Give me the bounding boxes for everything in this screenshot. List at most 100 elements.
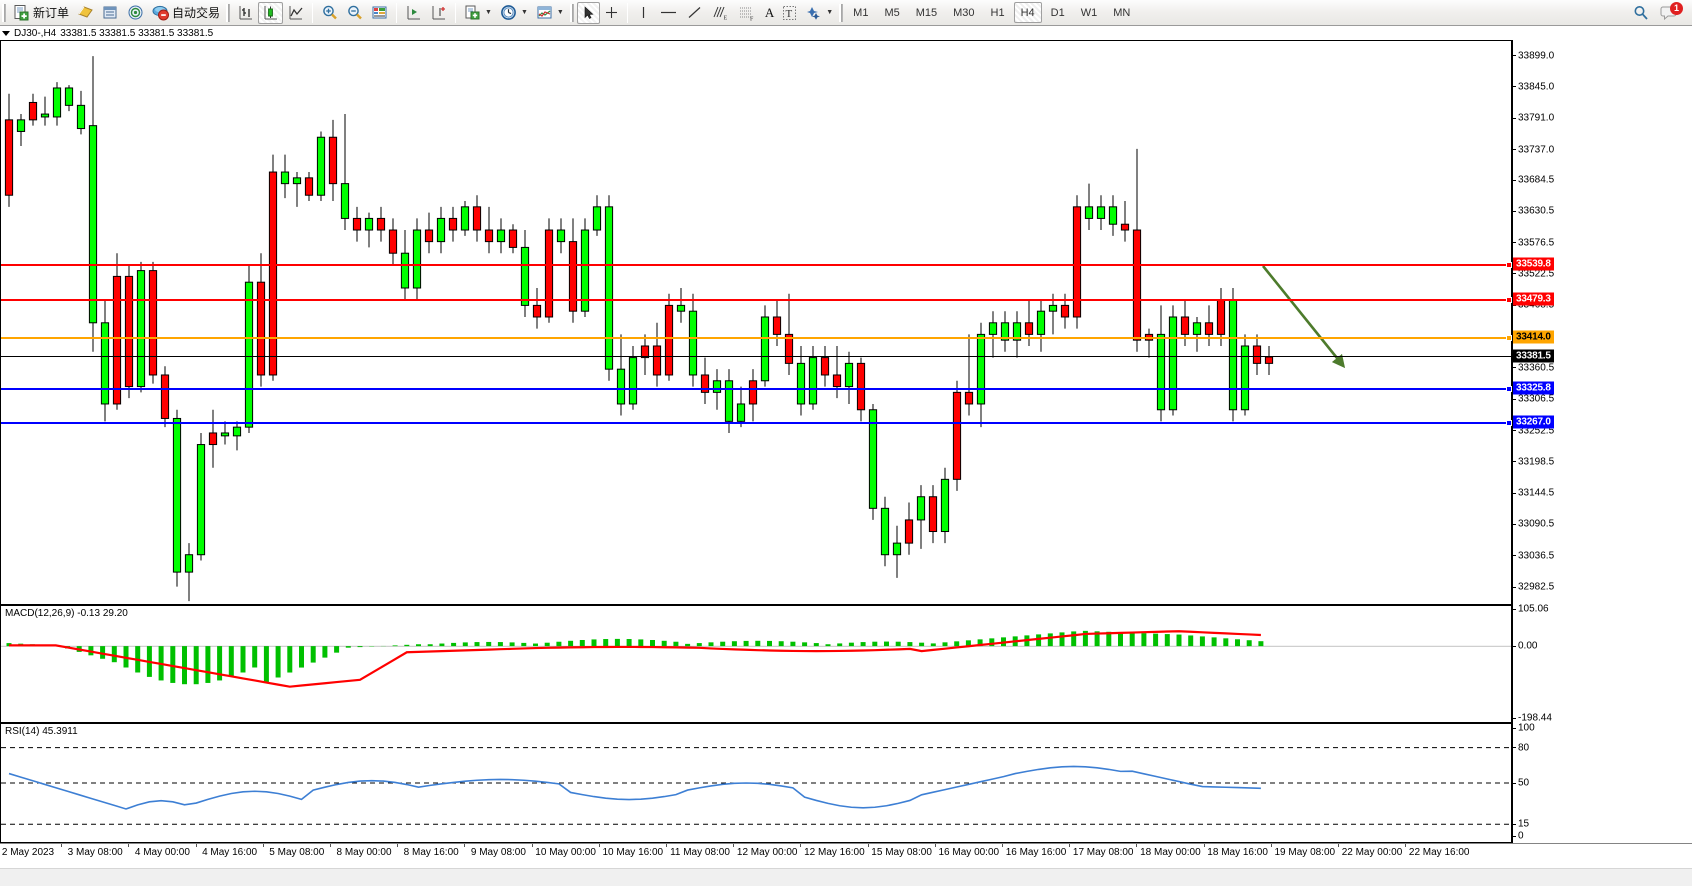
time-tick (330, 844, 331, 847)
price-axis[interactable]: 33899.0 33845.0 33791.0 33737.0 33684.5 33630… (1512, 40, 1692, 843)
time-tick (1270, 844, 1272, 847)
rsi-pane[interactable]: RSI(14) 45.3911 (0, 723, 1512, 843)
toolbar-grip[interactable] (2, 3, 6, 22)
pivot-line[interactable] (1, 334, 1512, 341)
timeframe-h4[interactable]: H4 (1013, 2, 1042, 23)
timeframe-d1[interactable]: D1 (1050, 6, 1065, 19)
chart-window: DJ30-,H4 33381.5 33381.5 33381.5 33381.5… (0, 26, 1692, 886)
time-tick (128, 844, 130, 847)
time-label: 10 May 16:00 (602, 847, 664, 858)
chart-shift-button[interactable] (401, 2, 426, 24)
chart-grid-button[interactable] (367, 2, 392, 24)
chart-autoscroll-button[interactable] (426, 2, 451, 24)
navigator-icon (127, 4, 144, 21)
macd-tick: -198.44 (1512, 713, 1552, 724)
current-price-line[interactable] (1, 355, 1511, 357)
time-label: 19 May 08:00 (1274, 847, 1336, 858)
time-label: 12 May 16:00 (804, 847, 865, 858)
horizontal-scrollbar[interactable] (0, 868, 1692, 886)
trendline-button[interactable] (682, 2, 707, 24)
navigator-button[interactable] (123, 2, 148, 24)
resistance-2-label[interactable]: 33479.3 (1513, 292, 1554, 306)
resistance-1-label[interactable]: 33539.8 (1513, 257, 1554, 271)
price-pane[interactable] (0, 40, 1512, 605)
rsi-tick: 15 (1512, 819, 1529, 830)
svg-text:F: F (750, 16, 754, 21)
shapes-icon (805, 5, 822, 21)
indicators-button[interactable]: ▼ (532, 2, 568, 24)
symbol-period-label: DJ30-,H4 (14, 28, 57, 39)
crosshair-button[interactable] (600, 2, 623, 24)
price-tick: 33252.5 (1512, 425, 1554, 436)
ohlc-values: 33381.5 33381.5 33381.5 33381.5 (60, 28, 214, 39)
timeframe-mn[interactable]: MN (1113, 6, 1131, 19)
timeframe-w1[interactable]: W1 (1080, 6, 1098, 19)
resistance-1-line[interactable] (1, 261, 1512, 268)
time-tick (598, 844, 600, 847)
timeframe-m1[interactable]: M1 (853, 6, 869, 19)
zoom-in-button[interactable] (317, 2, 342, 24)
pivot-label[interactable]: 33414.0 (1513, 330, 1554, 344)
toolbar-grip-3[interactable] (569, 3, 574, 22)
time-label: 2 May 2023 (1, 847, 55, 858)
rsi-tick: 100 (1512, 723, 1535, 734)
timeframe-m15[interactable]: M15 (915, 6, 938, 19)
timeframe-m30[interactable]: M30 (953, 6, 975, 19)
support-1-line[interactable] (1, 386, 1512, 392)
text-button[interactable]: A (761, 2, 778, 24)
data-window-button[interactable] (98, 2, 123, 24)
time-label: 22 May 00:00 (1341, 847, 1403, 858)
support-2-line[interactable] (1, 420, 1512, 427)
timeframe-h1[interactable]: H1 (990, 6, 1005, 19)
chart-shift-icon (405, 4, 422, 21)
time-axis[interactable]: 2 May 2023 3 May 08:00 4 May 00:00 4 May 16… (0, 843, 1692, 860)
templates-icon (464, 4, 481, 21)
indicators-dropdown-arrow[interactable]: ▼ (556, 9, 564, 16)
horizontal-line-button[interactable] (655, 2, 682, 24)
time-tick (195, 844, 197, 847)
zoom-out-button[interactable] (342, 2, 367, 24)
line-chart-button[interactable] (283, 2, 308, 24)
support-1-label[interactable]: 33325.8 (1513, 381, 1554, 395)
bar-chart-button[interactable] (233, 2, 258, 24)
resistance-2-line[interactable] (1, 297, 1512, 303)
toolbar-grip-4[interactable] (839, 3, 844, 22)
new-order-button[interactable]: 新订单 (9, 2, 73, 24)
cursor-button[interactable] (576, 1, 600, 24)
chart-menu-caret-icon[interactable] (2, 31, 10, 36)
candlestick-chart-button[interactable] (258, 1, 284, 24)
price-tick: 33845.0 (1512, 81, 1554, 92)
elliott-wave-button[interactable]: E (707, 2, 734, 24)
period-button[interactable]: ▼ (496, 2, 532, 24)
price-tick: 33522.5 (1512, 268, 1554, 279)
shapes-dropdown-arrow[interactable]: ▼ (826, 9, 834, 16)
period-dropdown-arrow[interactable]: ▼ (520, 9, 528, 16)
macd-pane[interactable]: MACD(12,26,9) -0.13 29.20 (0, 605, 1512, 723)
vertical-line-button[interactable] (632, 2, 655, 24)
time-label: 17 May 08:00 (1072, 847, 1134, 858)
autotrading-button[interactable]: 自动交易 (148, 2, 224, 24)
support-2-label[interactable]: 33267.0 (1513, 415, 1554, 429)
zoom-in-icon (321, 4, 338, 21)
down-trend-arrow-icon[interactable] (1261, 265, 1346, 369)
macd-tick: 0.00 (1512, 641, 1537, 652)
timeframe-m5[interactable]: M5 (884, 6, 900, 19)
templates-dropdown-arrow[interactable]: ▼ (485, 9, 492, 16)
fibonacci-button[interactable]: F (734, 2, 761, 24)
current-price-label[interactable]: 33381.5 (1513, 349, 1554, 363)
expert-advisors-button[interactable] (73, 2, 98, 24)
search-icon[interactable] (1632, 4, 1650, 22)
templates-button[interactable]: ▼ (460, 2, 496, 24)
rsi-tick: 0 (1512, 831, 1524, 842)
main-toolbar: 新订单 (0, 0, 1692, 26)
horizontal-line-icon (659, 5, 678, 20)
shapes-button[interactable]: ▼ (801, 2, 837, 24)
autotrading-label: 自动交易 (172, 6, 221, 20)
time-tick (464, 844, 466, 847)
time-tick (61, 844, 63, 847)
time-label: 4 May 16:00 (202, 847, 258, 858)
text-label-button[interactable]: T (778, 2, 801, 24)
toolbar-grip-2[interactable] (226, 3, 231, 22)
notifications-icon[interactable]: 1 (1660, 1, 1683, 22)
bar-chart-icon (237, 4, 254, 21)
